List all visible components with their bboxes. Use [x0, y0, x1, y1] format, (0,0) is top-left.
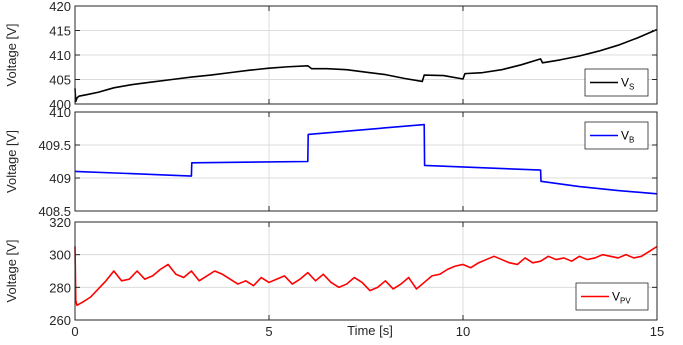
- y-axis-label: Voltage [V]: [4, 240, 19, 303]
- legend-label: VS: [621, 76, 634, 92]
- y-axis-label: Voltage [V]: [4, 130, 19, 193]
- legend-label-sub: B: [629, 136, 634, 145]
- y-tick-label: 260: [49, 313, 71, 328]
- x-tick-label: 0: [71, 324, 78, 339]
- y-tick-label: 409: [49, 171, 71, 186]
- y-tick-label: 410: [49, 105, 71, 120]
- legend: VPV: [575, 282, 649, 311]
- y-tick-label: 410: [49, 48, 71, 63]
- plot-area: [75, 222, 657, 320]
- legend: VB: [584, 121, 649, 150]
- legend-label-main: V: [621, 76, 629, 90]
- x-tick-label: 10: [456, 324, 470, 339]
- y-tick-label: 300: [49, 248, 71, 263]
- y-tick-label: 320: [49, 215, 71, 230]
- y-tick-label: 420: [49, 0, 71, 14]
- x-tick-label: 15: [650, 324, 664, 339]
- legend-label-main: V: [621, 129, 629, 143]
- series-line-vs: [74, 28, 658, 103]
- y-tick-label: 400: [49, 97, 71, 112]
- series-line-vpv: [74, 245, 658, 307]
- axes-box: [74, 221, 658, 321]
- legend: VS: [584, 68, 649, 97]
- series-line-vb: [74, 123, 658, 195]
- x-axis-label: Time [s]: [347, 323, 393, 338]
- panel-3: 260 280 300 320 0 5 10 15 Voltage [V] Time [s] VPV: [4, 215, 664, 339]
- axes-box: [74, 111, 658, 212]
- y-tick-label: 405: [49, 73, 71, 88]
- y-tick-label: 415: [49, 24, 71, 39]
- plot-area: [75, 112, 657, 211]
- panel-2: 408.5 409 409.5 410 Voltage [V] VB: [4, 105, 658, 219]
- legend-label: VB: [621, 129, 634, 145]
- panel-1: 400 405 410 415 420 Voltage [V] VS: [4, 0, 658, 112]
- legend-label-sub: PV: [620, 297, 631, 306]
- y-axis-label: Voltage [V]: [4, 24, 19, 87]
- legend-label: VPV: [612, 290, 631, 306]
- legend-label-main: V: [612, 290, 620, 304]
- y-tick-label: 409.5: [38, 138, 71, 153]
- y-tick-label: 280: [49, 280, 71, 295]
- y-tick-label: 408.5: [38, 204, 71, 219]
- x-tick-label: 5: [265, 324, 272, 339]
- legend-label-sub: S: [629, 83, 634, 92]
